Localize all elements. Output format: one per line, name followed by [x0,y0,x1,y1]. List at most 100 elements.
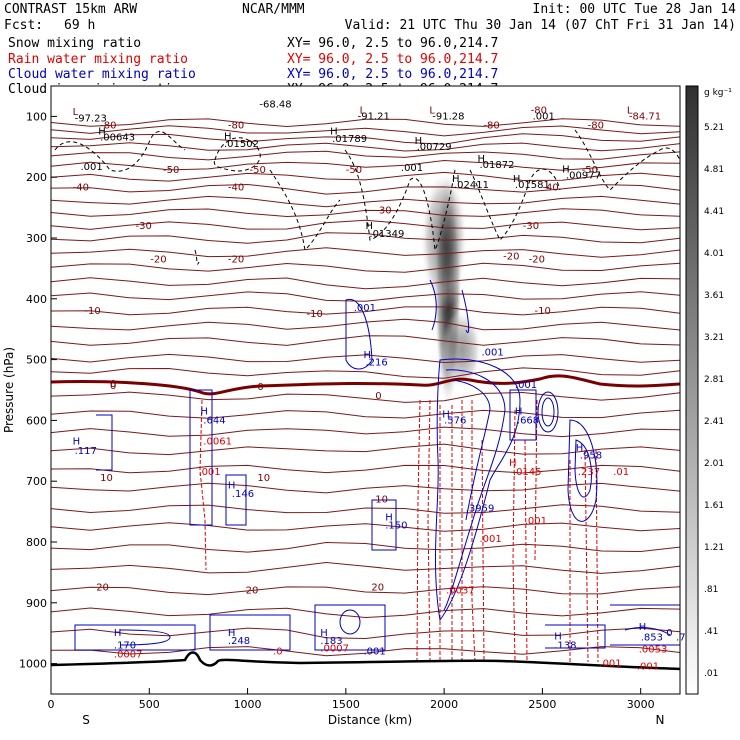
colorbar-label: 5.21 [704,123,724,133]
ice-contour-6 [574,129,681,191]
contour-label: .853 [641,633,663,644]
contour-label: 0 [375,391,381,402]
contour-label: -68.48 [259,99,291,110]
isotherm-line [50,627,681,640]
y-tick-label: 400 [26,293,47,306]
isotherm-line [50,183,681,195]
contour-label: 20 [371,583,384,594]
y-tick-label: 600 [26,414,47,427]
contour-label: .001 [364,647,386,658]
contour-label: .001 [198,467,220,478]
contour-label: 0 [257,382,263,393]
contour-label: H [366,221,374,232]
contour-label: .00729 [417,142,452,153]
ice-contour-2 [213,137,261,172]
contour-label: .216 [366,358,388,369]
cloud-water-contour-15 [574,439,592,498]
contour-label: -10 [84,306,100,317]
contour-label: L [429,105,435,116]
contour-label: -10 [535,306,551,317]
y-tick-label: 700 [26,475,47,488]
colorbar-label: 4.81 [704,165,724,175]
valid-time: Valid: 21 UTC Thu 30 Jan 14 (07 ChT Fri … [345,18,736,33]
y-tick-label: 100 [26,110,47,123]
contour-label: -80 [228,121,244,132]
contour-label: H [415,136,423,147]
isotherm-line [50,409,681,419]
colorbar-labels: 5.21 4.81 4.41 4.01 3.61 3.21 2.81 2.41 2.01 1.61… [704,123,724,679]
isotherm-line [50,150,681,161]
ice-contour-5 [469,168,561,241]
contour-label: H [228,481,236,492]
contour-label: .0037 [446,586,475,597]
contour-label: .001 [81,162,103,173]
contour-label: .01502 [224,139,259,150]
contour-label: -20 [503,251,519,262]
contour-label: .01789 [332,134,367,145]
isotherm-line [50,646,681,657]
contour-label: 0 [110,381,116,392]
cloud-ice-contours [54,129,681,265]
contour-label: .0145 [513,467,542,478]
contour-label: H [73,437,81,448]
contour-label: .0007 [320,643,349,654]
contour-label: .0 [273,647,283,658]
contour-label: .668 [517,415,539,426]
forecast-value: 69 h [64,18,95,33]
cloud-water-contour-7 [461,289,470,333]
colorbar-label: 3.21 [704,333,724,343]
colorbar-label: 1.61 [704,501,724,511]
contour-label: .248 [228,636,250,647]
legend-snow-xy: XY= 96.0, 2.5 to 96.0,214.7 [287,36,498,51]
contour-label: .0007 [114,650,143,661]
colorbar-label: 4.41 [704,207,724,217]
rain-contour-8 [481,439,485,663]
contour-label: 10 [100,473,113,484]
contour-label: .183 [320,636,342,647]
isotherm-line [50,541,681,553]
contour-label: .001 [525,516,547,527]
contour-label: H [576,443,584,454]
contour-label: -80 [531,105,547,116]
contour-label: 20 [96,583,109,594]
contour-label: -80 [100,121,116,132]
y-tick-label: 200 [26,171,47,184]
contour-label: .001 [401,163,423,174]
y-tick-label: 1000 [19,658,47,671]
ice-contour-1 [54,131,186,172]
contour-label: .170 [114,640,136,651]
cloud-water-contour-13 [541,397,555,427]
contour-label: H [330,127,338,138]
contour-label: .01581 [515,180,550,191]
contour-label: H [224,132,232,143]
rain-contour-2 [416,399,421,661]
cloud-water-contour-20 [339,609,361,635]
rain-contour-11 [534,399,538,561]
cloud-water-contour-14 [567,419,598,522]
cloud-water-contour-12 [537,391,559,433]
cloud-water-contour-11 [509,389,537,441]
rain-water-contours [199,399,599,663]
contour-label: .001 [482,347,504,358]
colorbar-label: .81 [704,585,718,595]
colorbar-label: 2.41 [704,417,724,427]
freezing-level-line [50,374,681,396]
contour-label: H [452,174,460,185]
x-axis-label: Distance (km) [328,713,412,727]
cloud-water-contour-19 [314,604,386,651]
contour-label: -40 [228,183,244,194]
contour-label: .3959 [466,504,495,515]
x-tick-label: 2500 [528,698,556,711]
contour-label: -84.71 [629,111,661,122]
contour-label: -80 [483,121,499,132]
cloud-water-contour-4 [345,298,373,370]
rain-contour-3 [427,399,431,661]
contour-label: .00977 [566,170,601,181]
contour-label: .0061 [203,437,232,448]
contour-label: .0053 [639,645,668,656]
contour-label: H [478,154,486,165]
contour-label: H [385,513,393,524]
cloud-water-contours [74,279,681,651]
org-name: NCAR/MMM [242,2,305,17]
